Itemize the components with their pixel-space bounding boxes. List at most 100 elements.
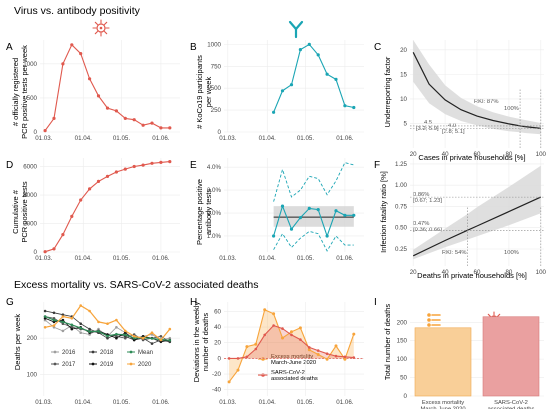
x-tick-label: 01.05.	[297, 135, 314, 142]
annotation-c-45-ci: [3.2; 5.9]	[416, 126, 439, 132]
x-axis-g: 01.03. 01.04. 01.05. 01.06.	[35, 302, 170, 406]
data-point-a	[132, 118, 136, 122]
y-tick-label: 200	[397, 319, 408, 326]
legend-h-marker-sars	[261, 373, 265, 377]
data-point-a	[141, 123, 145, 127]
x-axis-b: 01.03. 01.04. 01.05. 01.06.	[219, 40, 354, 142]
x-tick-label: Excess mortality	[422, 400, 464, 406]
x-tick-label: 100	[536, 151, 547, 158]
x-axis-c: 20 40 60 80 100	[410, 40, 547, 158]
mean-band-e	[273, 206, 354, 227]
x-tick-label: 01.05.	[113, 255, 130, 262]
data-point-g-mean	[132, 336, 136, 340]
data-point-a	[105, 106, 110, 110]
data-point-h-excess	[334, 344, 338, 348]
annotation-f-rki: RKI: 54%	[442, 250, 467, 256]
data-point-b	[316, 53, 320, 57]
panel-letter-h: H	[190, 297, 197, 308]
data-point-h-excess	[298, 326, 302, 330]
y-tick-label: 250	[211, 107, 222, 114]
data-point-h-sars	[281, 327, 284, 330]
data-point-g-2018	[52, 311, 56, 315]
data-point-g-2017	[159, 335, 163, 338]
legend-g-marker	[129, 350, 133, 354]
data-point-g-mean	[88, 330, 91, 333]
data-point-b	[272, 110, 276, 114]
series-line-e	[273, 204, 354, 238]
series-line-b	[273, 43, 354, 113]
data-point-g-2017	[52, 317, 56, 320]
data-point-a	[114, 109, 118, 113]
virus-icon	[92, 19, 110, 37]
data-point-h-sars	[263, 333, 267, 337]
data-point-g-2020	[79, 304, 82, 307]
data-point-b	[307, 42, 311, 47]
legend-g-label: Mean	[138, 350, 153, 356]
data-point-g-2020	[141, 336, 145, 340]
data-point-g-2017	[115, 335, 118, 338]
data-point-d	[132, 164, 136, 169]
x-axis-label-f: Deaths in private households [%]	[417, 271, 527, 280]
sars-area-h	[229, 325, 354, 359]
x-axis-label-c: Cases in private households [%]	[418, 153, 525, 162]
data-point-e	[334, 209, 338, 213]
y-tick-label: 0	[404, 393, 408, 400]
legend-g-label: 2020	[138, 362, 152, 368]
data-point-b	[325, 72, 329, 76]
annotations-f: 0.86% [0.67; 1.23] 0.47% [0.36; 0.66] RK…	[413, 192, 519, 256]
annotation-c-45: 4.5	[424, 120, 432, 126]
confidence-band-c	[413, 40, 541, 135]
y-tick-label: 0.75	[395, 203, 408, 210]
y-tick-label: 1.0%	[207, 233, 222, 240]
x-axis-a: 01.03. 01.04. 01.05. 01.06.	[35, 40, 170, 142]
data-point-h-sars	[334, 354, 338, 358]
data-point-h-sars	[227, 357, 231, 360]
y-tick-label: 2.0%	[207, 210, 222, 217]
y-axis-label-h: Deviations in the weekly number of death…	[192, 302, 210, 383]
panel-letter-a: A	[6, 42, 13, 53]
y-axis-label-e: Percentage positive antibody tests	[195, 179, 213, 245]
y-tick-label: 100	[397, 356, 408, 363]
data-point-g-2017	[132, 333, 136, 336]
data-point-b	[289, 83, 294, 87]
y-axis-label-g-line1: Deaths per week	[13, 314, 22, 371]
data-point-h-sars	[254, 347, 258, 351]
fit-line-f	[412, 196, 542, 257]
y-axis-e: 1.0% 2.0% 3.0% 4.0%	[207, 164, 364, 240]
data-point-g-2017	[61, 322, 65, 326]
data-point-d	[52, 247, 56, 251]
y-tick-label: 15	[400, 71, 407, 78]
data-point-e	[352, 213, 356, 217]
x-tick-label: 01.06.	[336, 255, 353, 262]
legend-g-marker	[129, 362, 133, 366]
y-axis-label-d: Cumulative # PCR positive tests	[11, 181, 29, 243]
x-tick-label: 01.04.	[259, 255, 276, 262]
data-point-g-2020	[97, 320, 100, 324]
data-point-d	[150, 161, 154, 165]
data-point-e	[307, 206, 311, 210]
panel-letter-b: B	[190, 42, 197, 53]
data-point-g-mean	[61, 320, 65, 324]
y-tick-label: 0.25	[395, 246, 408, 253]
data-point-g-2020	[132, 335, 136, 338]
annotation-c-rki: RKI: 87%	[474, 99, 499, 105]
data-point-g-2020	[115, 318, 118, 322]
x-tick-label: 01.06.	[152, 135, 169, 142]
data-point-h-excess	[272, 312, 276, 316]
y-axis-b: 0 250 500 750 1000	[207, 41, 364, 136]
y-tick-label: -40	[212, 387, 222, 394]
data-point-h-excess	[245, 345, 249, 349]
data-point-g-2016	[43, 318, 47, 322]
x-tick-label: 01.04.	[75, 399, 92, 406]
y-axis-g: 100 200	[27, 335, 180, 378]
data-point-h-sars	[325, 352, 329, 356]
y-axis-label-a-line1: # officially registered	[11, 58, 20, 126]
y-tick-label: 1.00	[395, 182, 408, 189]
legend-g-label: 2016	[62, 350, 76, 356]
data-point-a	[79, 52, 83, 56]
y-tick-label: 3.0%	[207, 187, 222, 194]
data-point-a	[123, 116, 127, 120]
x-tick-label: 01.04.	[75, 135, 92, 142]
y-axis-label-c: Underreporting factor	[383, 56, 392, 127]
data-point-g-2020	[43, 326, 47, 329]
